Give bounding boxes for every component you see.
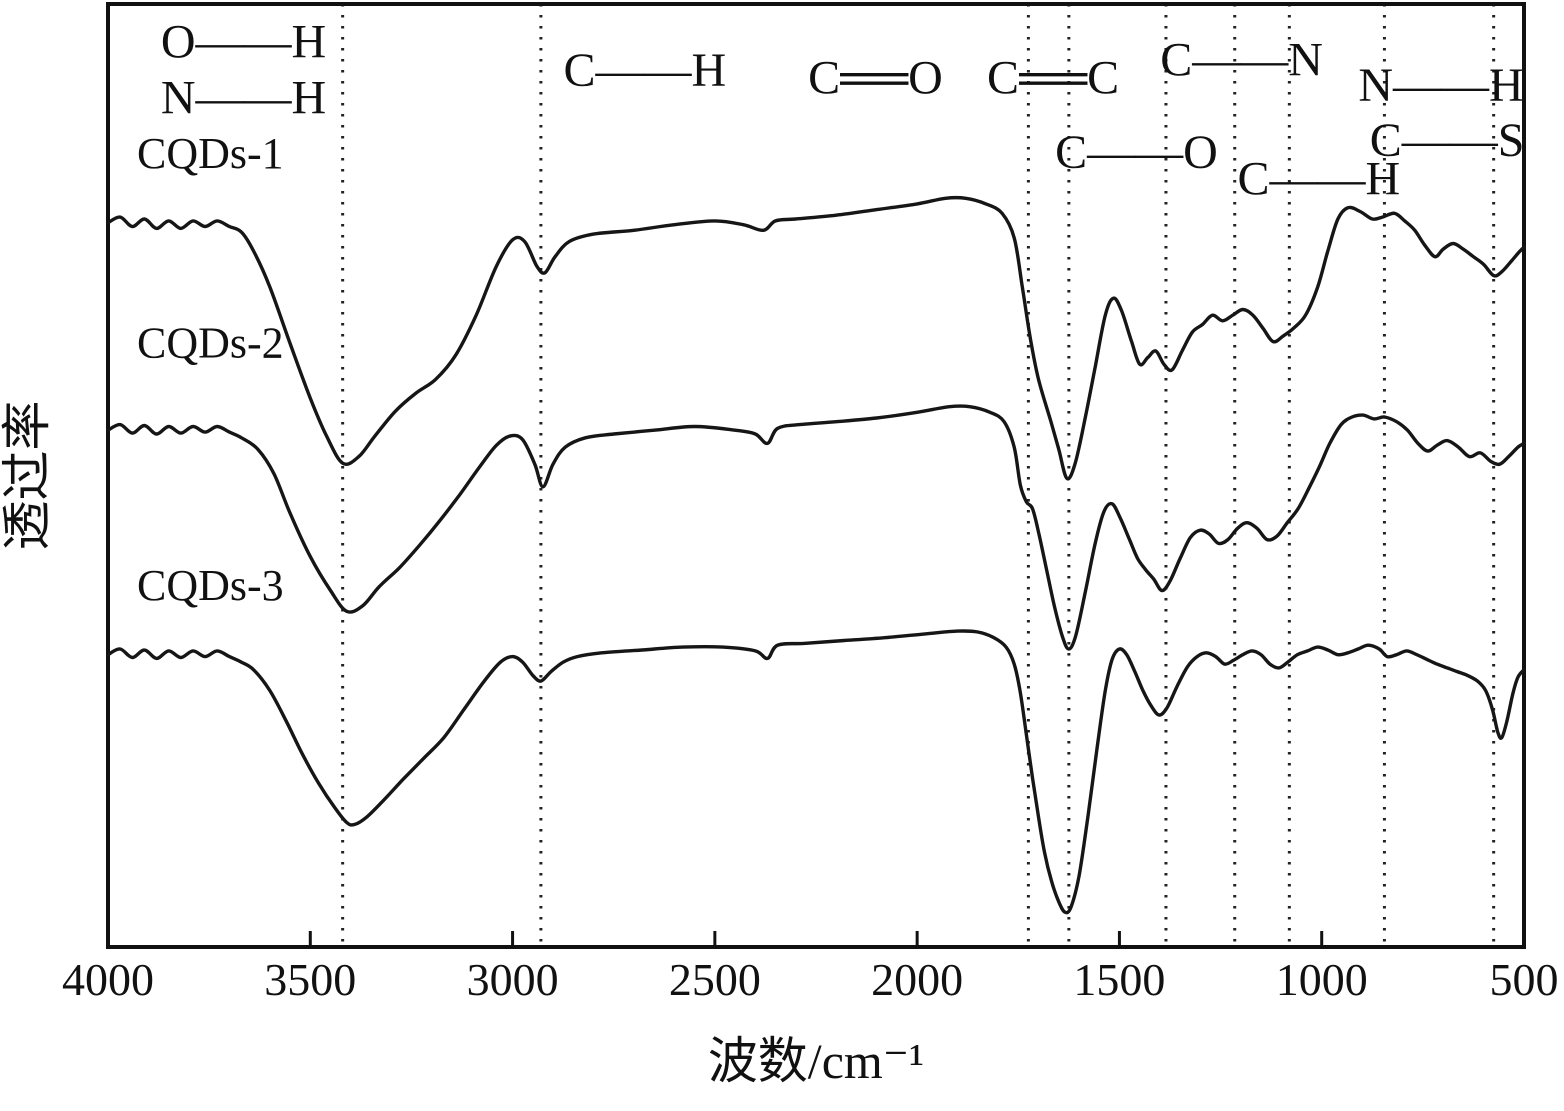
- series-curve-CQDs-2: [106, 404, 1526, 651]
- bond-annotation-2: C——H: [564, 44, 727, 97]
- bond-annotation-3: C══O: [808, 52, 943, 105]
- bond-annotation-5: C——N: [1160, 34, 1323, 87]
- x-tick-label-500: 500: [1490, 954, 1559, 1005]
- bond-annotation-1: N——H: [161, 71, 326, 124]
- y-axis-label: 透过率: [0, 401, 55, 551]
- bond-annotation-6: N——H: [1358, 59, 1523, 112]
- plot-border: [106, 2, 1526, 949]
- series-curve-CQDs-1: [106, 195, 1526, 481]
- bond-annotation-0: O——H: [161, 16, 326, 69]
- series-label-CQDs-3: CQDs-3: [137, 561, 284, 610]
- series-label-CQDs-1: CQDs-1: [137, 129, 284, 178]
- series-label-CQDs-2: CQDs-2: [137, 319, 284, 368]
- x-tick-label-2500: 2500: [669, 954, 761, 1005]
- x-tick-label-3000: 3000: [467, 954, 559, 1005]
- bond-annotation-7: C——O: [1055, 126, 1218, 179]
- bond-annotation-9: C——S: [1370, 114, 1525, 167]
- series-curve-CQDs-3: [106, 629, 1526, 915]
- x-tick-label-1500: 1500: [1073, 954, 1165, 1005]
- x-tick-label-2000: 2000: [871, 954, 963, 1005]
- x-tick-label-4000: 4000: [62, 954, 154, 1005]
- x-tick-label-1000: 1000: [1276, 954, 1368, 1005]
- x-axis-label: 波数/cm⁻¹: [708, 1033, 924, 1089]
- bond-annotation-4: C══C: [987, 52, 1119, 105]
- bond-annotation-8: C——H: [1238, 152, 1401, 205]
- x-tick-label-3500: 3500: [264, 954, 356, 1005]
